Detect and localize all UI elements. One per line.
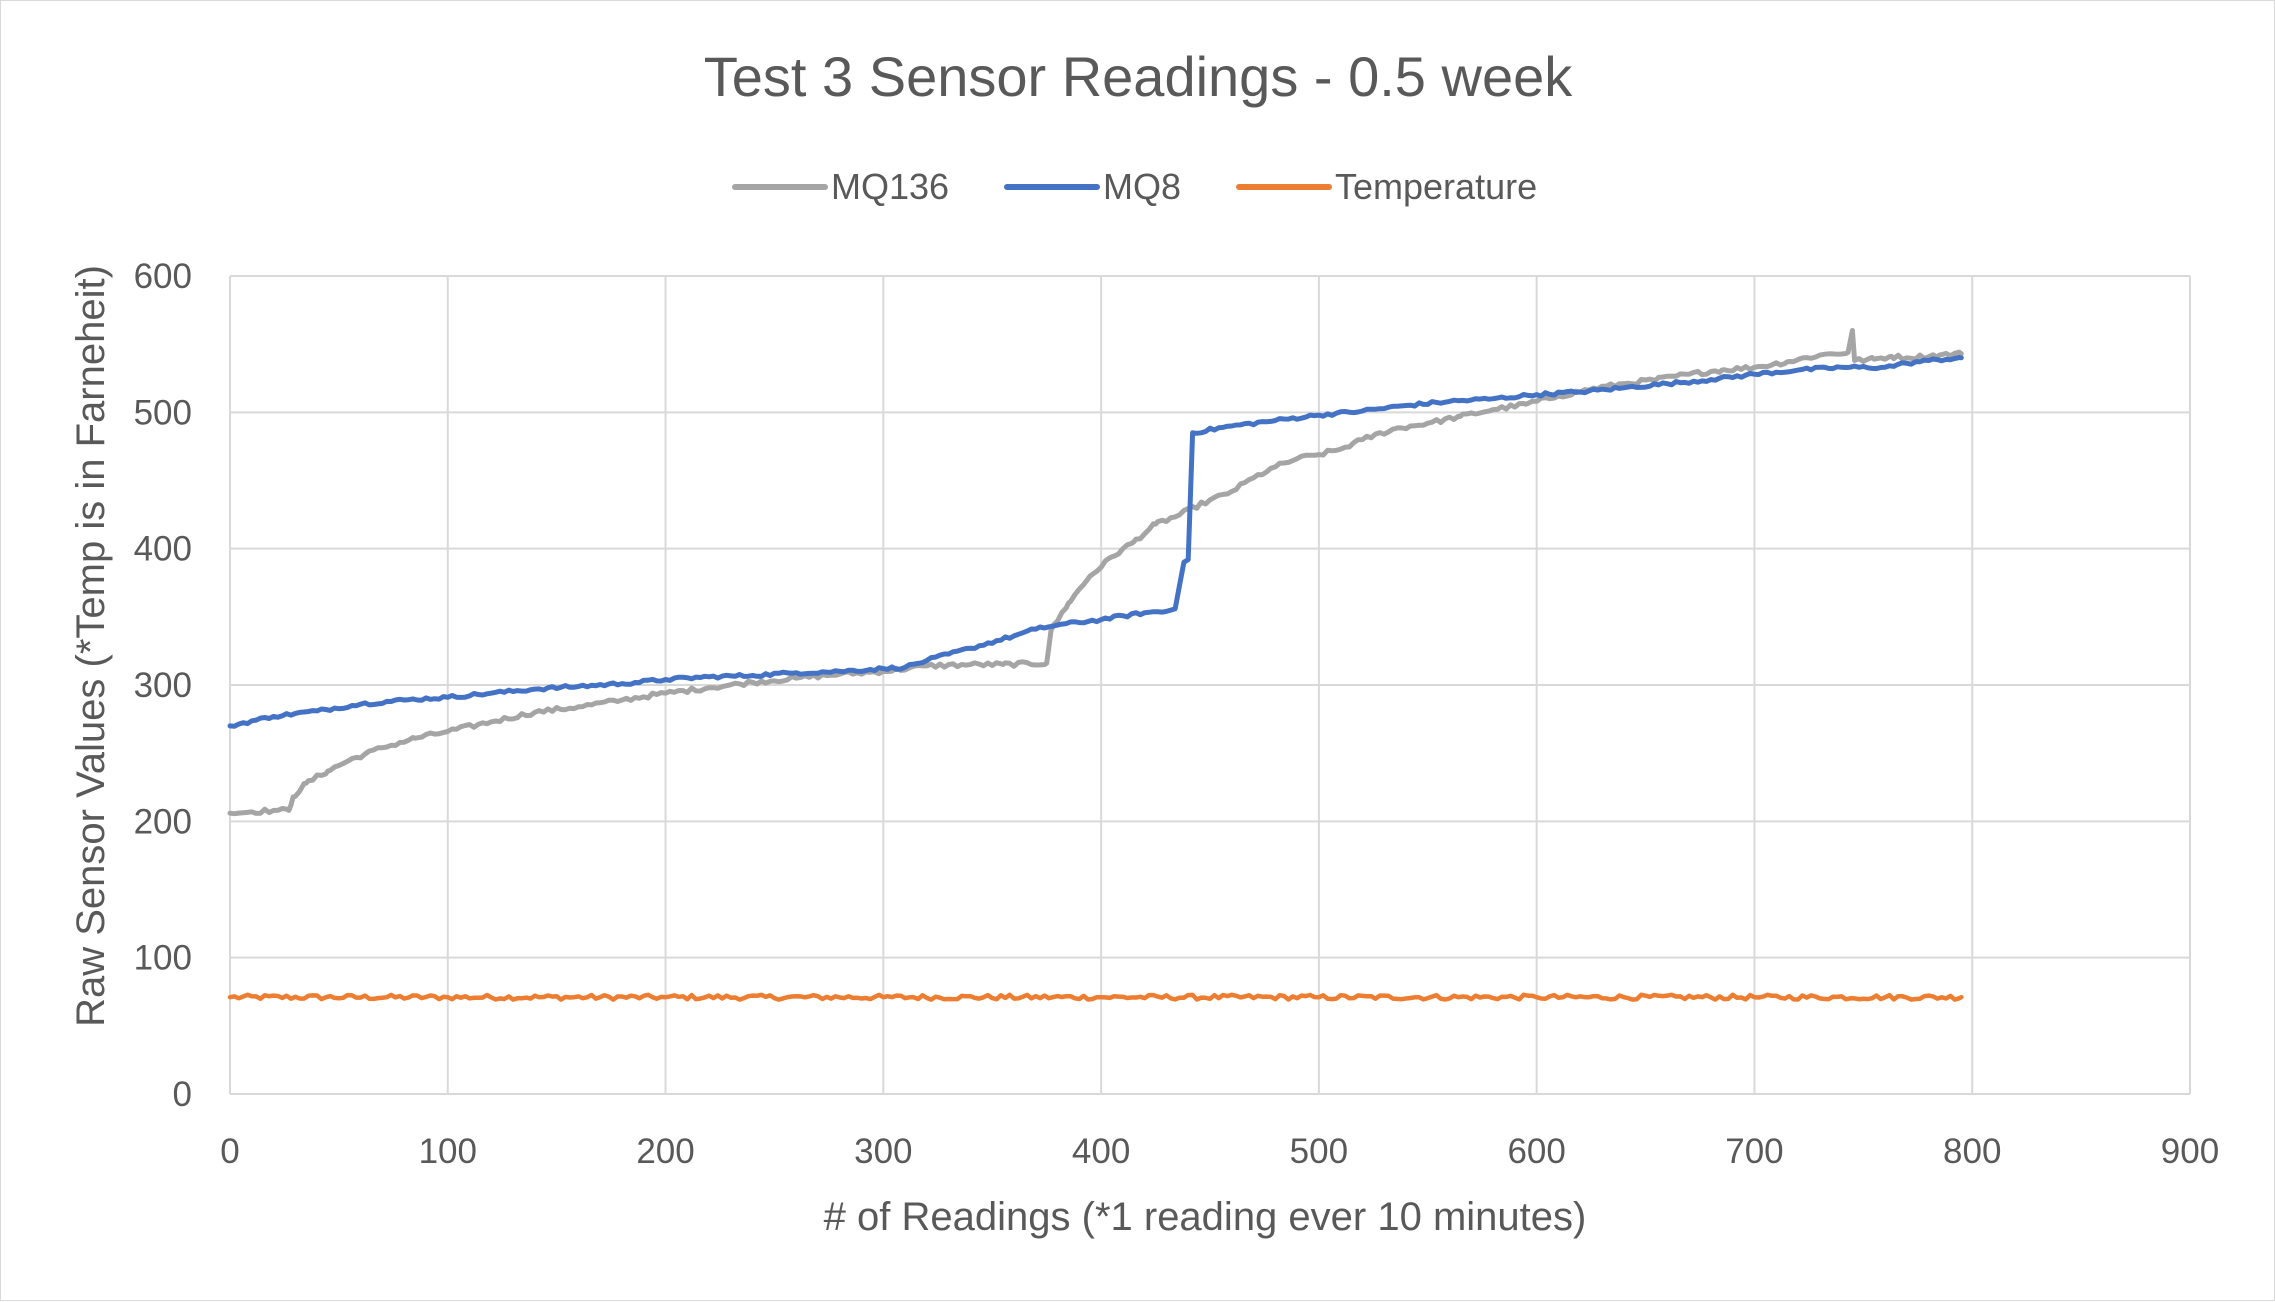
- x-tick-label: 300: [854, 1132, 912, 1171]
- legend-label: Temperature: [1335, 166, 1537, 207]
- x-tick-label: 400: [1072, 1132, 1130, 1171]
- x-tick-label: 900: [2161, 1132, 2219, 1171]
- legend-label: MQ136: [831, 166, 949, 207]
- y-tick-label: 200: [134, 802, 192, 841]
- y-axis-title: Raw Sensor Values (*Temp is in Farneheit…: [69, 265, 113, 1027]
- x-axis-ticks: 0 100 200 300 400 500 600 700 800 900: [220, 1132, 2219, 1171]
- x-axis-title: # of Readings (*1 reading ever 10 minute…: [824, 1195, 1587, 1239]
- legend-item-temperature: Temperature: [1236, 166, 1537, 207]
- y-axis-ticks: 0 100 200 300 400 500 600: [134, 257, 192, 1114]
- legend-item-mq8: MQ8: [1004, 166, 1181, 207]
- x-tick-label: 0: [220, 1132, 239, 1171]
- legend-item-mq136: MQ136: [732, 166, 949, 207]
- x-tick-label: 500: [1290, 1132, 1348, 1171]
- x-tick-label: 100: [419, 1132, 477, 1171]
- y-tick-label: 500: [134, 393, 192, 432]
- legend-label: MQ8: [1103, 166, 1181, 207]
- x-tick-label: 800: [1943, 1132, 2001, 1171]
- series-line-mq136: [227, 328, 1964, 817]
- y-tick-label: 100: [134, 939, 192, 978]
- y-tick-label: 400: [134, 530, 192, 569]
- series-layer: [227, 328, 1964, 1002]
- y-tick-label: 0: [173, 1075, 192, 1114]
- legend: MQ136 MQ8 Temperature: [732, 166, 1537, 207]
- y-tick-label: 600: [134, 257, 192, 296]
- x-tick-label: 700: [1725, 1132, 1783, 1171]
- series-line-temperature: [227, 992, 1964, 1002]
- x-tick-label: 600: [1507, 1132, 1565, 1171]
- grid: [229, 275, 2191, 1095]
- x-tick-label: 200: [636, 1132, 694, 1171]
- series-line-mq8: [227, 355, 1964, 729]
- y-tick-label: 300: [134, 666, 192, 705]
- chart-title: Test 3 Sensor Readings - 0.5 week: [704, 45, 1573, 108]
